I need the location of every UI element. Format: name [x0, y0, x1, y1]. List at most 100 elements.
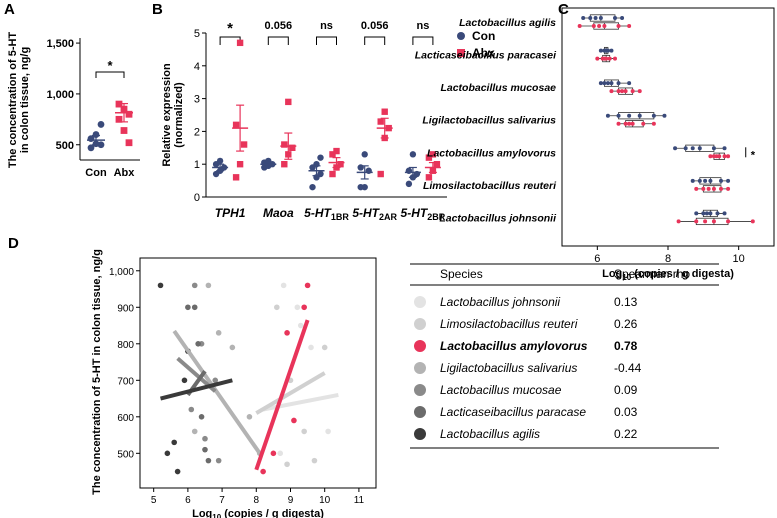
point-b — [361, 183, 368, 191]
point-d — [191, 428, 198, 435]
point-c — [651, 121, 656, 126]
xtick-label-a: Con — [85, 167, 107, 179]
panel-b: B 0 1 2 3 4 5 Relative expression(normalized) T… — [152, 1, 495, 222]
point-c — [641, 121, 646, 126]
table-header-species: Species — [440, 267, 483, 281]
point-c — [706, 186, 711, 191]
point-d — [205, 457, 212, 464]
point-c — [703, 178, 708, 183]
point-c — [605, 81, 610, 86]
table-legend-dot — [414, 406, 426, 418]
category-label-c: Lactobacillus mucosae — [440, 82, 556, 94]
fit-line-d — [255, 371, 326, 415]
point-c — [603, 48, 608, 53]
point-b — [285, 98, 292, 106]
point-c — [708, 178, 713, 183]
point-b — [333, 147, 340, 155]
point-c — [714, 154, 719, 159]
legend-label-b: Con — [472, 29, 495, 43]
point-c — [690, 146, 695, 151]
ylabel-b: Relative expression(normalized) — [161, 63, 185, 167]
point-c — [701, 211, 706, 216]
sig-label-b: ns — [320, 20, 333, 32]
point-d — [304, 282, 311, 289]
point-c — [609, 89, 614, 94]
xlabel-c: Log10 (copies / g digesta) — [602, 268, 734, 282]
ytick-label-b: 5 — [194, 28, 200, 40]
point-b — [361, 151, 368, 158]
point-d — [274, 304, 280, 311]
point-a — [115, 115, 123, 123]
point-c — [613, 16, 617, 20]
point-d — [157, 282, 164, 289]
panel-a-label: A — [4, 1, 15, 18]
point-c — [588, 16, 593, 20]
point-d — [202, 446, 208, 453]
point-b — [317, 170, 324, 178]
point-d — [171, 439, 178, 446]
point-d — [301, 428, 307, 435]
xlabel-d: Log10 (copies / g digesta) — [192, 508, 324, 518]
xtick-label-d: 10 — [319, 495, 331, 506]
legend-marker-b — [457, 32, 465, 40]
point-d — [191, 304, 198, 311]
category-label-c: Limosilactobacillus reuteri — [423, 180, 557, 192]
sig-bracket-b — [267, 36, 289, 45]
ytick-label-d: 600 — [117, 413, 134, 424]
point-c — [750, 219, 755, 224]
point-c — [616, 24, 621, 28]
category-label-c: Lacticaseibacillus paracasei — [415, 50, 557, 62]
table-species: Limosilactobacillus reuteri — [440, 317, 578, 331]
ytick-label-b: 3 — [194, 94, 200, 106]
ytick-label-d: 800 — [117, 340, 134, 351]
point-d — [291, 417, 297, 424]
point-c — [697, 178, 702, 183]
ytick-label-b: 0 — [194, 192, 200, 204]
point-d — [284, 330, 290, 336]
point-a — [92, 131, 100, 138]
sig-bracket-b — [412, 36, 434, 45]
fit-line-d — [172, 329, 262, 455]
point-c — [597, 24, 602, 28]
point-d — [297, 322, 304, 329]
category-label-c: Lactobacillus amylovorus — [427, 147, 556, 159]
point-c — [694, 211, 699, 216]
point-d — [284, 461, 290, 468]
point-c — [651, 113, 656, 118]
point-d — [325, 428, 331, 435]
point-c — [722, 146, 727, 151]
ytick-label-a: 1,000 — [46, 89, 74, 101]
xtick-label-c: 10 — [733, 253, 745, 265]
table-rho: -0.44 — [614, 361, 642, 375]
point-d — [174, 468, 181, 475]
ytick-label-d: 1,000 — [109, 267, 134, 278]
point-c — [627, 121, 632, 126]
ytick-label-a: 1,500 — [46, 38, 74, 50]
point-a — [125, 139, 133, 147]
point-c — [577, 24, 582, 28]
point-c — [701, 186, 706, 191]
legend-label-b: Abx — [472, 46, 495, 60]
point-c — [694, 186, 699, 191]
table-rho: 0.26 — [614, 317, 638, 331]
point-d — [321, 344, 328, 351]
point-c — [627, 113, 632, 118]
point-b — [281, 141, 288, 148]
point-c — [602, 81, 607, 86]
point-b — [329, 151, 336, 158]
point-c — [595, 56, 600, 61]
point-c — [598, 48, 603, 53]
point-c — [715, 211, 720, 216]
table-header-rho: Spearman rho — [614, 267, 690, 281]
table-legend-dot — [414, 340, 426, 352]
ylabel-a: The concentration of 5-HTin colon tissue… — [7, 32, 31, 169]
point-c — [722, 154, 727, 159]
point-b — [433, 161, 441, 168]
point-d — [294, 304, 301, 311]
point-d — [260, 468, 266, 475]
point-d — [202, 435, 208, 442]
fit-line-d — [160, 378, 233, 401]
point-c — [581, 16, 586, 20]
xtick-label-d: 7 — [219, 495, 225, 506]
